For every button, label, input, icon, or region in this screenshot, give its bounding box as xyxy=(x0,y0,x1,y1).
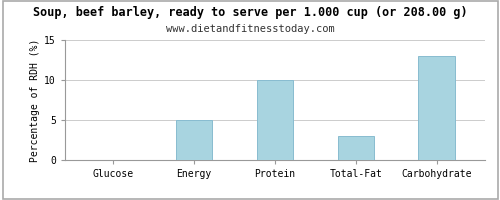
Bar xyxy=(418,56,454,160)
Bar xyxy=(176,120,212,160)
Text: www.dietandfitnesstoday.com: www.dietandfitnesstoday.com xyxy=(166,24,334,34)
Bar xyxy=(257,80,293,160)
Bar xyxy=(338,136,374,160)
Text: Soup, beef barley, ready to serve per 1.000 cup (or 208.00 g): Soup, beef barley, ready to serve per 1.… xyxy=(32,6,468,19)
Y-axis label: Percentage of RDH (%): Percentage of RDH (%) xyxy=(30,38,40,162)
